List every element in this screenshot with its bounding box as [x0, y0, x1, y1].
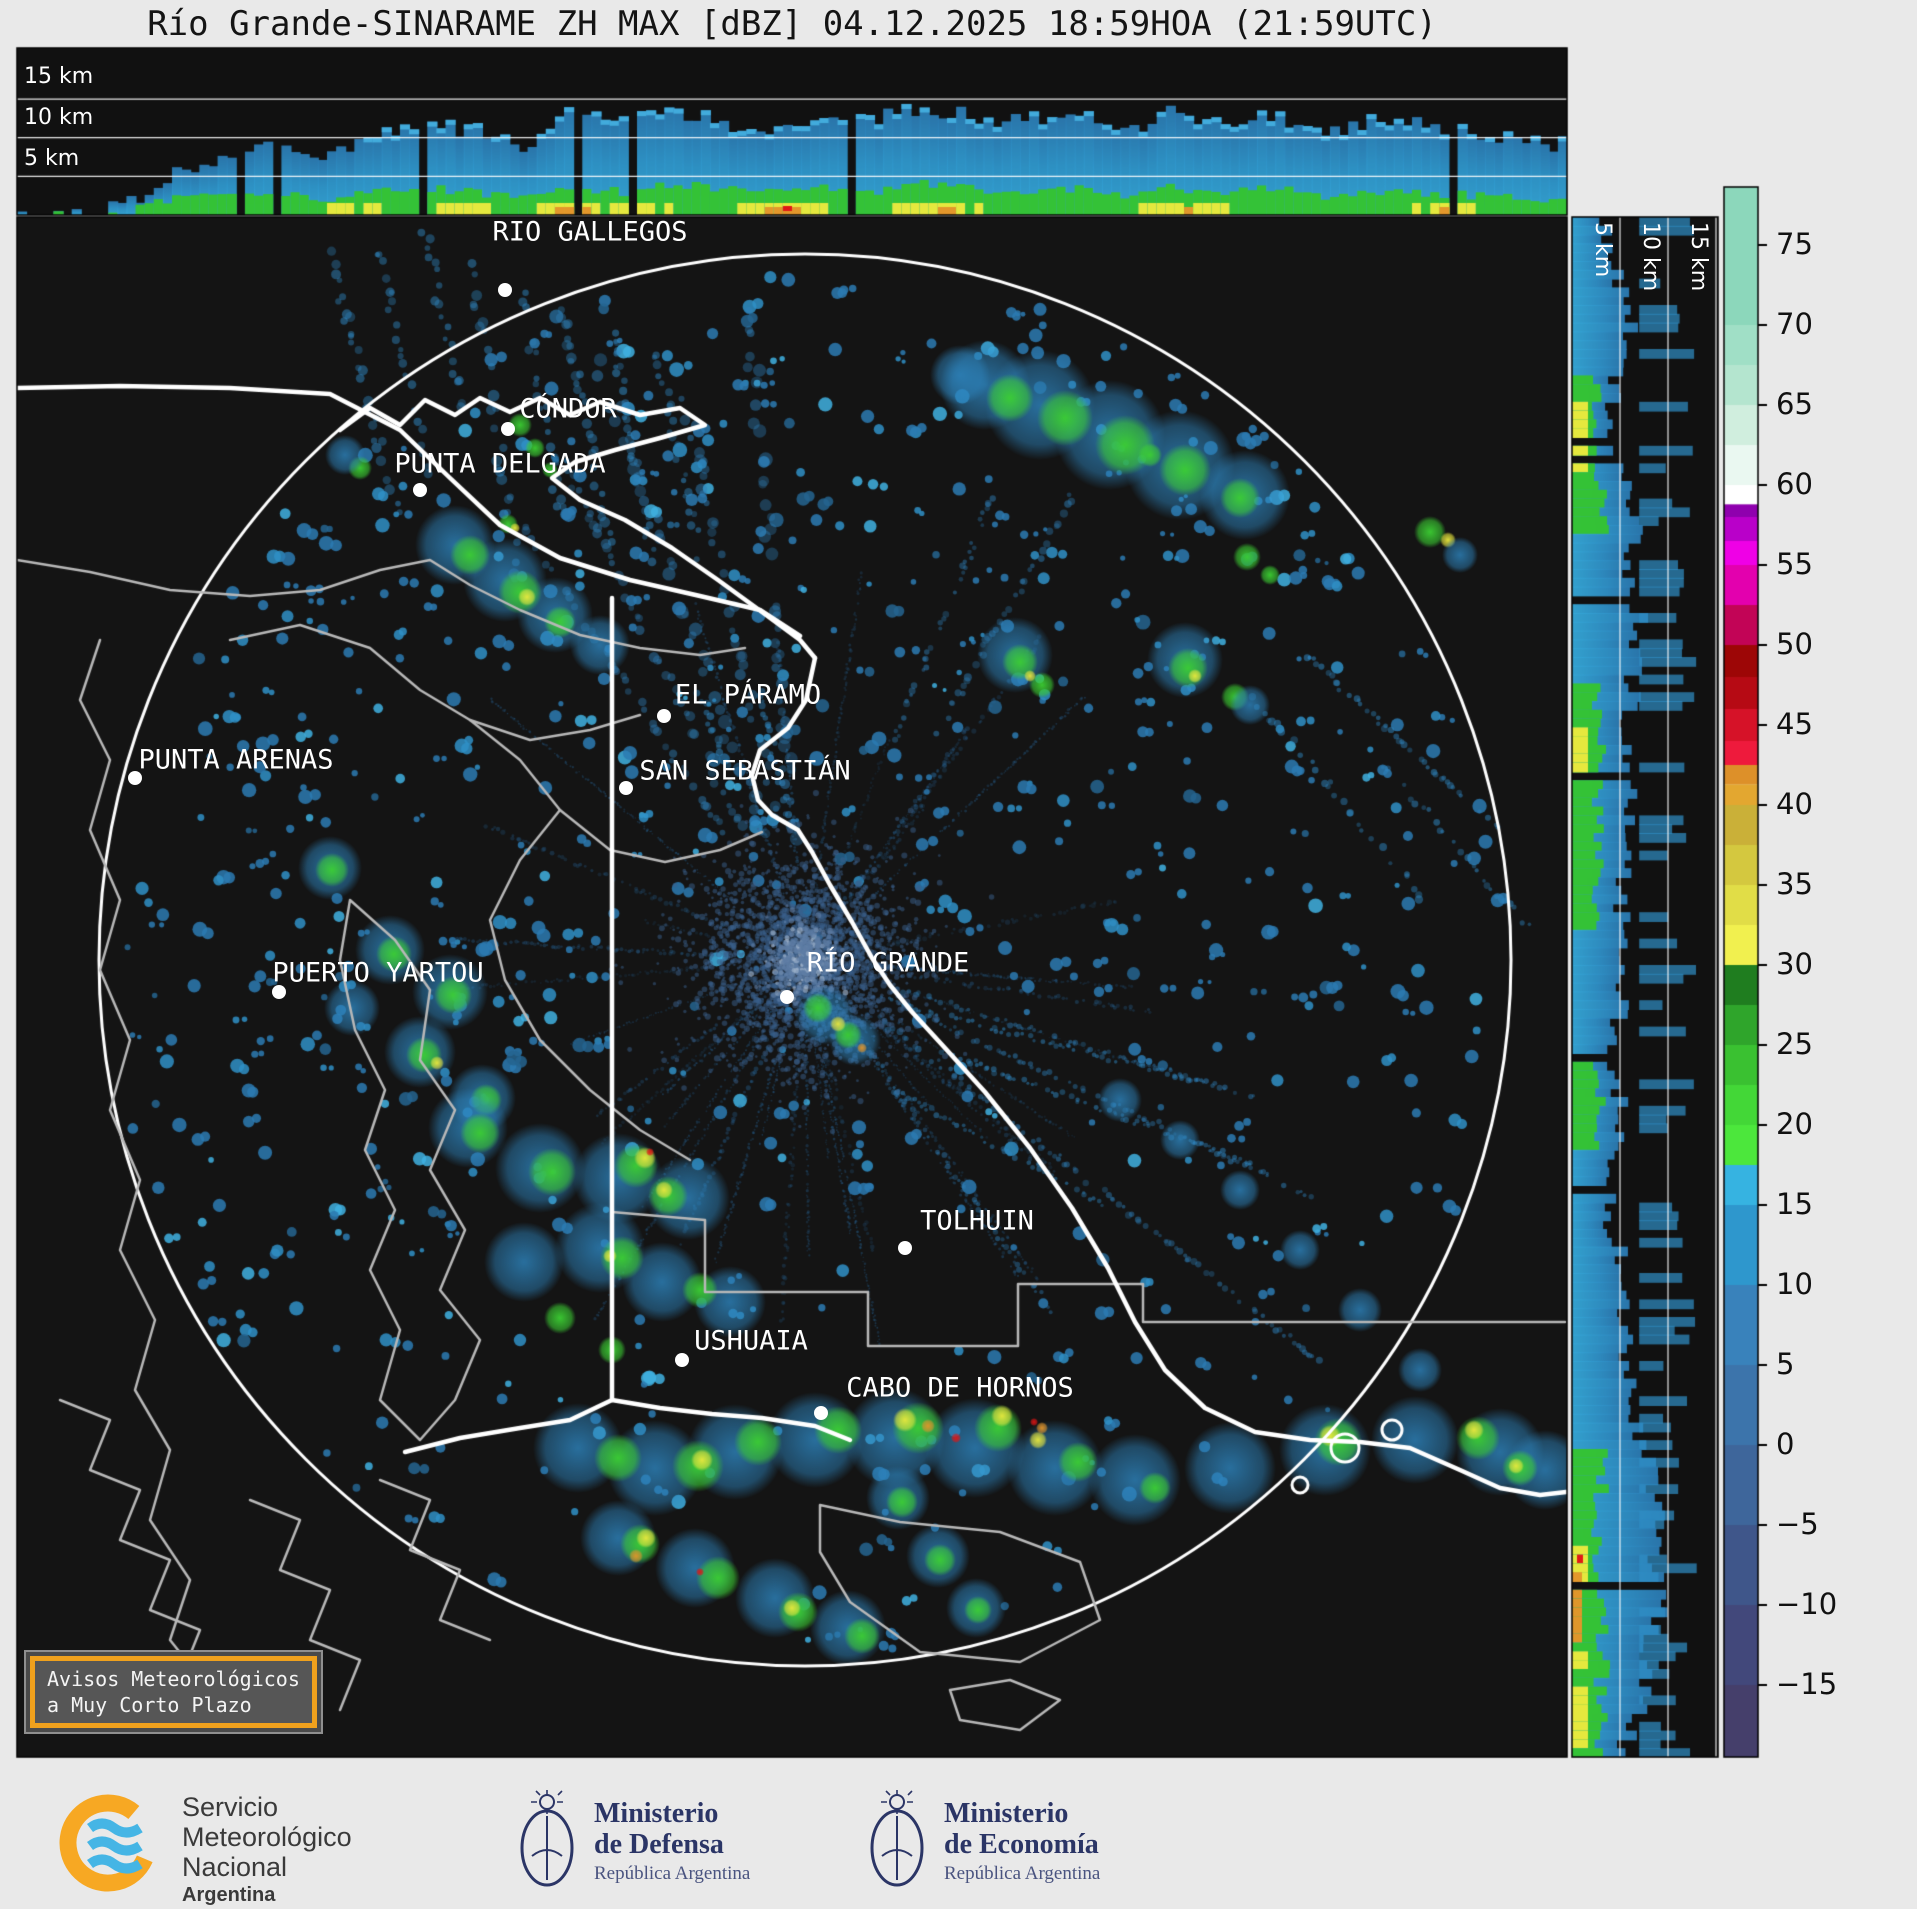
colorbar-tick-label: 25: [1776, 1027, 1813, 1061]
warnings-badge: Avisos Meteorológicos a Muy Corto Plazo: [24, 1650, 323, 1734]
city-marker: [619, 781, 633, 795]
city-label: CABO DE HORNOS: [846, 1372, 1074, 1404]
colorbar-tick-label: 30: [1776, 947, 1813, 981]
economia-crest-icon: [870, 1790, 924, 1887]
city-label: PUNTA ARENAS: [138, 744, 334, 776]
colorbar-tick-label: 5: [1776, 1347, 1795, 1381]
city-marker: [272, 985, 286, 999]
economia-crest-block: [862, 1786, 932, 1906]
economia-line2: de Economía: [944, 1829, 1099, 1860]
city-marker: [128, 771, 142, 785]
city-marker: [898, 1241, 912, 1255]
top-panel-alt-label-10km: 10 km: [24, 105, 94, 130]
colorbar-tick-label: 65: [1776, 387, 1813, 421]
warnings-badge-line1: Avisos Meteorológicos: [47, 1667, 300, 1691]
city-marker: [780, 990, 794, 1004]
side-panel-alt-label-15km: 15 km: [1686, 222, 1711, 292]
colorbar-tick-label: 45: [1776, 707, 1813, 741]
smn-text-block: Servicio Meteorológico Nacional Argentin…: [182, 1792, 352, 1907]
city-label: EL PÁRAMO: [674, 679, 822, 711]
defensa-subtitle: República Argentina: [594, 1863, 751, 1884]
warnings-badge-line2: a Muy Corto Plazo: [47, 1693, 252, 1717]
defensa-crest-icon: [520, 1790, 574, 1887]
colorbar-tick-label: 70: [1776, 307, 1813, 341]
smn-name-line3: Nacional: [182, 1852, 288, 1882]
smn-logo-block: [56, 1784, 166, 1906]
economia-text-block: Ministerio de Economía República Argenti…: [944, 1798, 1100, 1885]
colorbar-tick-label: 50: [1776, 627, 1813, 661]
defensa-line2: de Defensa: [594, 1829, 724, 1860]
city-marker: [814, 1406, 828, 1420]
city-label: USHUAIA: [694, 1325, 808, 1357]
colorbar-tick-label: 60: [1776, 467, 1813, 501]
defensa-text-block: Ministerio de Defensa República Argentin…: [594, 1798, 750, 1885]
smn-name-line2: Meteorológico: [182, 1822, 352, 1852]
smn-logo-icon: [59, 1794, 157, 1892]
side-panel-alt-label-5km: 5 km: [1590, 222, 1615, 278]
colorbar-tick-label: −10: [1776, 1587, 1838, 1621]
city-marker: [413, 483, 427, 497]
smn-name-line1: Servicio: [182, 1792, 279, 1822]
colorbar-tick-label: 55: [1776, 547, 1813, 581]
colorbar-tick-label: 0: [1776, 1427, 1795, 1461]
colorbar-tick-label: 75: [1776, 227, 1813, 261]
page-title: Río Grande-SINARAME ZH MAX [dBZ] 04.12.2…: [147, 4, 1437, 44]
city-label: TOLHUIN: [920, 1205, 1034, 1237]
side-panel-alt-label-10km: 10 km: [1638, 222, 1663, 292]
city-label: PUNTA DELGADA: [394, 448, 606, 480]
colorbar-tick-label: −5: [1776, 1507, 1819, 1541]
city-marker: [498, 283, 512, 297]
top-panel-alt-label-5km: 5 km: [24, 146, 80, 171]
city-label: RIO GALLEGOS: [492, 216, 688, 248]
city-marker: [501, 422, 515, 436]
city-label: CÓNDOR: [519, 393, 617, 425]
colorbar-tick-label: −15: [1776, 1667, 1838, 1701]
colorbar-tick-label: 10: [1776, 1267, 1813, 1301]
defensa-crest-block: [512, 1786, 582, 1906]
city-label: RÍO GRANDE: [806, 947, 970, 979]
city-marker: [675, 1353, 689, 1367]
city-label: SAN SEBASTIÁN: [639, 755, 851, 787]
city-marker: [657, 709, 671, 723]
economia-subtitle: República Argentina: [944, 1863, 1101, 1884]
top-panel-alt-label-15km: 15 km: [24, 64, 94, 89]
colorbar-tick-label: 15: [1776, 1187, 1813, 1221]
colorbar-tick-label: 40: [1776, 787, 1813, 821]
economia-line1: Ministerio: [944, 1798, 1069, 1829]
colorbar-tick-label: 35: [1776, 867, 1813, 901]
city-label: PUERTO YARTOU: [272, 957, 484, 989]
smn-country: Argentina: [182, 1884, 276, 1906]
defensa-line1: Ministerio: [594, 1798, 719, 1829]
colorbar-tick-label: 20: [1776, 1107, 1813, 1141]
